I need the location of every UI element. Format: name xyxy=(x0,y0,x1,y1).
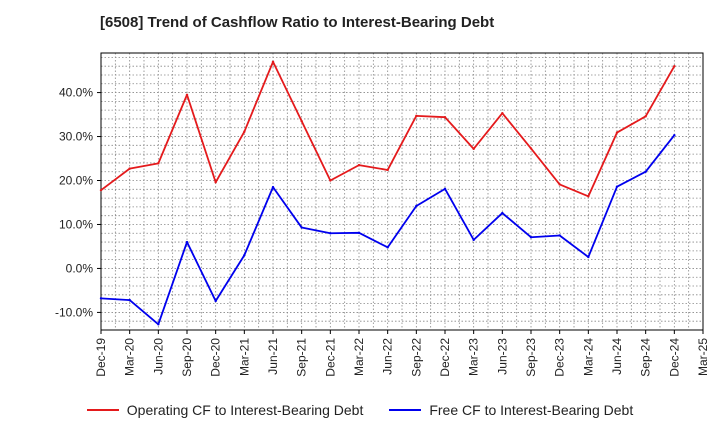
plot-frame xyxy=(100,52,704,331)
data-point-free-cf xyxy=(472,238,475,242)
data-point-operating-cf xyxy=(443,115,447,119)
data-point-free-cf xyxy=(243,254,246,257)
data-point-free-cf xyxy=(529,236,533,239)
data-point-free-cf xyxy=(329,232,332,235)
data-point-free-cf xyxy=(673,134,676,137)
data-point-operating-cf xyxy=(157,162,160,165)
legend-label-free-cf: Free CF to Interest-Bearing Debt xyxy=(429,402,634,418)
legend-swatch-operating-cf xyxy=(86,409,119,411)
data-point-operating-cf xyxy=(271,60,275,63)
x-tick-label: Mar-24 xyxy=(581,338,595,376)
y-tick-label: 10.0% xyxy=(59,217,93,231)
x-tick-label: Mar-21 xyxy=(237,338,251,376)
x-tick-label: Mar-23 xyxy=(467,338,481,376)
x-tick-label: Mar-25 xyxy=(696,338,710,376)
data-point-free-cf xyxy=(443,187,447,191)
legend-label-operating-cf: Operating CF to Interest-Bearing Debt xyxy=(126,402,364,418)
data-point-operating-cf xyxy=(644,115,647,118)
x-tick-label: Dec-20 xyxy=(209,338,223,377)
data-point-free-cf xyxy=(415,204,418,208)
data-point-free-cf xyxy=(271,185,275,189)
data-point-operating-cf xyxy=(529,147,533,150)
data-point-free-cf xyxy=(386,246,389,249)
x-tick-label: Dec-24 xyxy=(667,338,681,377)
x-tick-label: Jun-23 xyxy=(495,338,509,375)
x-axis: Dec-19 Mar-20 Jun-20 Sep-20 Dec-20 Mar-21 Jun-… xyxy=(94,330,710,377)
x-tick-label: Sep-20 xyxy=(180,338,194,377)
x-tick-label: Mar-22 xyxy=(352,338,366,376)
grid xyxy=(100,53,704,330)
data-point-free-cf xyxy=(128,298,131,302)
y-tick-label: 40.0% xyxy=(59,86,93,100)
data-point-free-cf xyxy=(99,297,103,300)
x-tick-label: Mar-20 xyxy=(123,338,137,376)
legend-item-free-cf: Free CF to Interest-Bearing Debt xyxy=(389,402,633,418)
data-point-free-cf xyxy=(357,231,361,235)
chart-title: [6508] Trend of Cashflow Ratio to Intere… xyxy=(100,14,495,31)
y-tick-label: 0.0% xyxy=(66,261,94,275)
x-tick-label: Dec-21 xyxy=(323,338,337,377)
data-point-operating-cf xyxy=(243,130,246,133)
data-point-operating-cf xyxy=(558,183,561,186)
y-tick-label: 20.0% xyxy=(59,174,93,188)
data-point-operating-cf xyxy=(128,167,131,170)
x-tick-label: Jun-22 xyxy=(381,338,395,375)
y-tick-label: 30.0% xyxy=(59,130,93,144)
legend-item-operating-cf: Operating CF to Interest-Bearing Debt xyxy=(86,402,364,418)
data-point-operating-cf xyxy=(214,181,217,184)
data-point-operating-cf xyxy=(673,64,676,68)
data-point-operating-cf xyxy=(329,179,332,182)
data-point-free-cf xyxy=(300,226,303,229)
x-tick-label: Dec-19 xyxy=(94,338,108,377)
series-layer xyxy=(99,60,676,326)
x-tick-label: Jun-21 xyxy=(266,338,280,375)
data-point-operating-cf xyxy=(386,168,389,172)
data-point-operating-cf xyxy=(99,188,103,192)
x-tick-label: Jun-24 xyxy=(610,338,624,375)
x-tick-label: Dec-23 xyxy=(553,338,567,377)
x-tick-label: Dec-22 xyxy=(438,338,452,377)
y-axis: -10.0% 0.0% 10.0% 20.0% 30.0% 40.0% xyxy=(55,86,101,319)
legend: Operating CF to Interest-Bearing Debt Fr… xyxy=(0,402,720,418)
data-point-free-cf xyxy=(644,170,647,173)
data-point-free-cf xyxy=(157,323,160,326)
data-point-operating-cf xyxy=(300,119,303,123)
data-point-free-cf xyxy=(185,240,189,244)
x-tick-label: Sep-24 xyxy=(639,338,653,377)
x-tick-label: Sep-23 xyxy=(524,338,538,377)
y-tick-label: -10.0% xyxy=(55,305,93,319)
data-point-operating-cf xyxy=(501,112,504,115)
data-point-operating-cf xyxy=(185,93,189,96)
x-tick-label: Jun-20 xyxy=(151,338,165,375)
legend-swatch-free-cf xyxy=(389,409,422,411)
data-point-free-cf xyxy=(214,299,217,303)
x-tick-label: Sep-22 xyxy=(409,338,423,377)
data-point-free-cf xyxy=(501,211,504,215)
data-point-operating-cf xyxy=(615,131,619,134)
x-tick-label: Sep-21 xyxy=(295,338,309,377)
data-point-free-cf xyxy=(587,255,590,259)
data-point-operating-cf xyxy=(415,114,418,118)
data-point-free-cf xyxy=(558,234,561,237)
data-point-operating-cf xyxy=(587,195,590,198)
data-point-operating-cf xyxy=(472,147,475,151)
data-point-free-cf xyxy=(615,185,619,188)
data-point-operating-cf xyxy=(357,163,361,167)
